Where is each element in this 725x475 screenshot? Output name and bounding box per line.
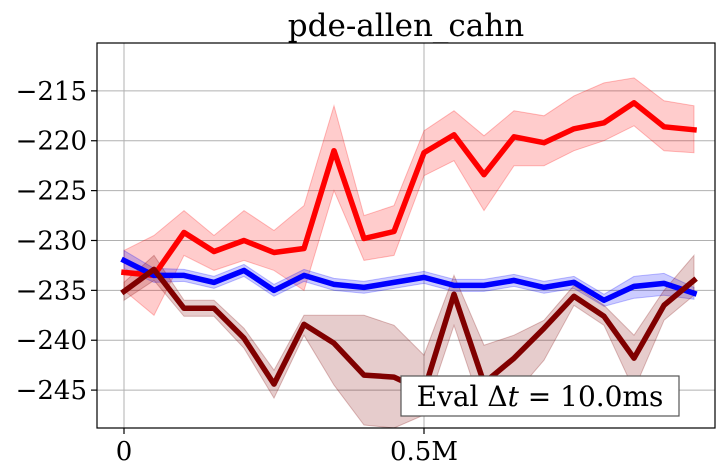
y-axis: −215 −220 −225 −230 −235 −240 −245 <box>16 77 97 406</box>
y-tick-label: −245 <box>16 376 87 406</box>
y-tick-label: −220 <box>16 127 87 157</box>
annotation-italic: t <box>508 380 520 413</box>
x-tick-label: 0.5M <box>390 437 458 467</box>
annotation-box: Eval Δt = 10.0ms <box>400 375 680 417</box>
series-line-1 <box>120 100 698 279</box>
series-line-2 <box>120 256 698 304</box>
y-tick-label: −230 <box>16 226 87 256</box>
annotation-suffix: = 10.0ms <box>519 380 664 413</box>
y-tick-label: −215 <box>16 77 87 107</box>
y-tick-label: −240 <box>16 326 87 356</box>
annotation-frame <box>400 375 680 417</box>
x-tick-label: 0 <box>116 437 133 467</box>
annotation-prefix: Eval Δ <box>417 380 508 413</box>
plot-frame <box>96 42 716 429</box>
annotation-text: Eval Δt = 10.0ms <box>417 380 664 413</box>
chart-title: pde-allen_cahn <box>288 8 524 44</box>
y-tick-label: −225 <box>16 177 87 207</box>
y-tick-label: −235 <box>16 276 87 306</box>
x-axis: 0 0.5M <box>116 428 458 467</box>
